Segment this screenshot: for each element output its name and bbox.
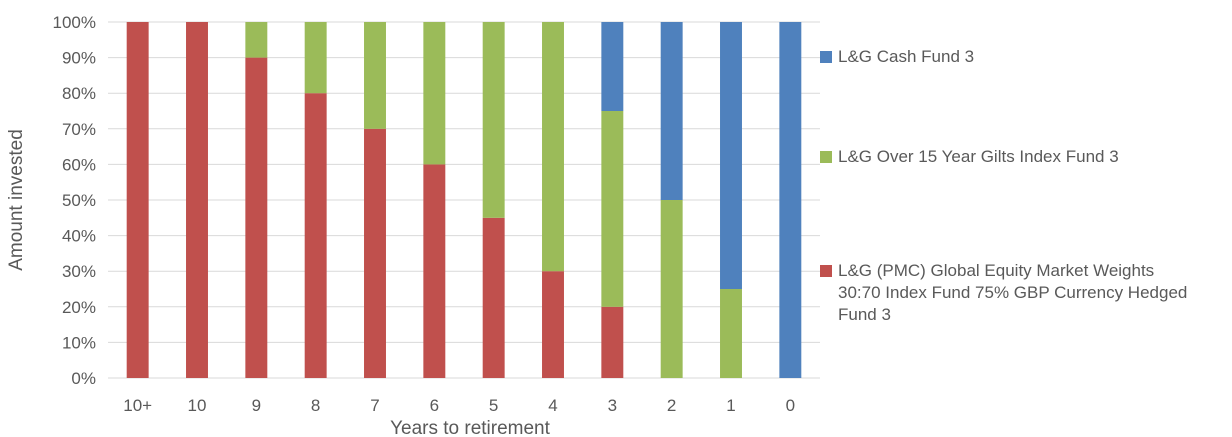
y-tick-label: 0% [71,369,96,388]
x-tick-label: 3 [608,396,617,415]
x-tick-label: 4 [548,396,557,415]
x-tick-label: 2 [667,396,676,415]
y-tick-label: 20% [62,298,96,317]
y-tick-label: 30% [62,262,96,281]
legend-label-equity: L&G (PMC) Global Equity Market Weights 3… [838,261,1188,324]
bar-segment [245,22,268,58]
bar-segment [542,271,564,378]
x-tick-label: 5 [489,396,498,415]
x-tick-label: 9 [252,396,261,415]
legend-swatch-cash [820,51,832,63]
x-tick-label: 6 [430,396,439,415]
x-tick-label: 8 [311,396,320,415]
x-tick-label: 10 [188,396,207,415]
y-tick-labels: 0% 10% 20% 30% 40% 50% 60% 70% 80% 90% 100% [53,13,96,388]
legend-swatch-gilts [820,151,832,163]
bar-segment [364,128,386,378]
bar-segment [304,93,327,378]
y-axis-label: Amount invested [6,129,27,271]
bar-segment [601,22,624,111]
y-tick-label: 100% [53,13,96,32]
bar-segment [482,217,505,378]
bar-segment [660,200,683,378]
x-tick-label: 0 [786,396,795,415]
bar-segment [720,22,742,289]
y-tick-label: 40% [62,227,96,246]
y-tick-label: 90% [62,49,96,68]
legend-item-gilts: L&G Over 15 Year Gilts Index Fund 3 [820,146,1230,168]
x-tick-labels: 10+ 10 9 8 7 6 5 4 3 2 1 0 [123,396,795,415]
y-tick-label: 10% [62,333,96,352]
bar-segment [304,22,327,94]
bar-segment [542,22,564,272]
x-tick-label: 10+ [123,396,152,415]
bar-segment [601,111,624,307]
x-tick-label: 7 [370,396,379,415]
bar-segment [720,289,742,378]
bar-segment [482,22,505,218]
bar-segment [364,22,386,129]
y-tick-label: 50% [62,191,96,210]
x-axis-label: Years to retirement [390,418,551,437]
gridlines [108,21,820,379]
x-tick-label: 1 [726,396,735,415]
bar-segment [245,57,268,378]
legend-swatch-equity [820,265,832,277]
bar-segment [423,22,446,165]
bars [126,22,802,378]
bar-segment [601,306,624,378]
y-tick-label: 60% [62,155,96,174]
bar-segment [423,164,446,378]
bar-segment [779,22,802,378]
y-tick-label: 70% [62,120,96,139]
bar-segment [660,22,683,200]
legend-item-equity: L&G (PMC) Global Equity Market Weights 3… [820,260,1230,326]
legend-label-cash: L&G Cash Fund 3 [838,47,975,66]
bar-segment [186,22,208,378]
legend-item-cash: L&G Cash Fund 3 [820,46,1230,68]
bar-segment [126,22,149,378]
y-tick-label: 80% [62,84,96,103]
legend-label-gilts: L&G Over 15 Year Gilts Index Fund 3 [838,147,1119,166]
